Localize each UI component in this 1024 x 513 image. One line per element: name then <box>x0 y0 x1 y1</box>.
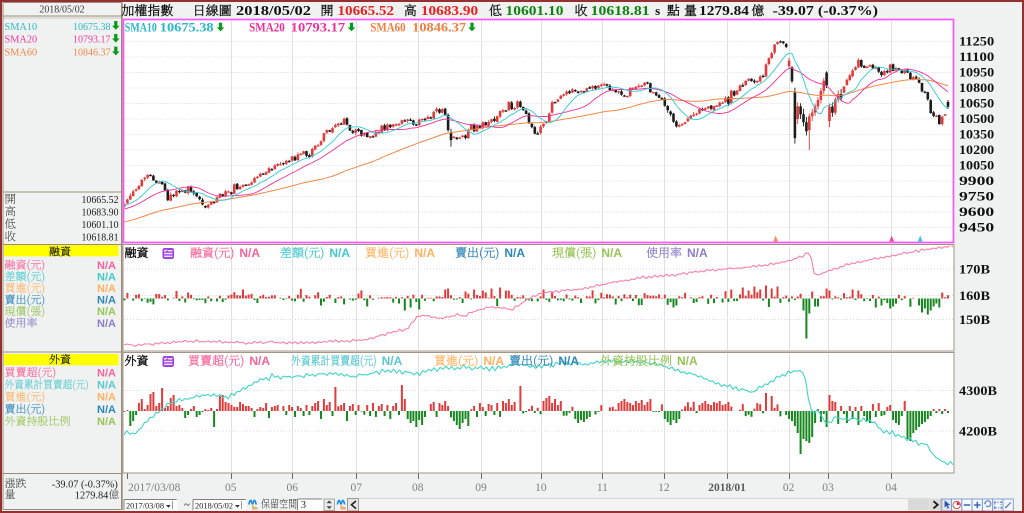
svg-text:SMA20: SMA20 <box>5 34 38 46</box>
svg-text:N/A: N/A <box>97 367 116 379</box>
svg-text:N/A: N/A <box>97 260 116 272</box>
svg-text:N/A: N/A <box>687 246 708 260</box>
svg-text:10846.37: 10846.37 <box>412 20 466 34</box>
svg-text:N/A: N/A <box>97 404 116 416</box>
svg-text:N/A: N/A <box>97 306 116 318</box>
svg-text:3: 3 <box>301 500 306 511</box>
svg-text:2018/05/02: 2018/05/02 <box>195 500 233 510</box>
svg-text:N/A: N/A <box>329 246 350 260</box>
svg-text:10601.10: 10601.10 <box>506 3 564 18</box>
svg-text:N/A: N/A <box>97 380 116 392</box>
svg-text:11250: 11250 <box>959 34 994 49</box>
svg-text:10665.52: 10665.52 <box>338 3 395 18</box>
svg-text:10500: 10500 <box>959 111 994 126</box>
svg-text:07: 07 <box>351 482 363 494</box>
svg-text:10618.81: 10618.81 <box>591 3 650 18</box>
svg-text:1279.84: 1279.84 <box>699 3 749 18</box>
svg-text:10050: 10050 <box>959 158 994 173</box>
svg-text:11: 11 <box>597 482 608 494</box>
svg-text:10200: 10200 <box>959 142 994 157</box>
svg-text:170B: 170B <box>959 262 990 277</box>
svg-text:SMA20: SMA20 <box>249 20 285 34</box>
svg-text:2018/05/02: 2018/05/02 <box>39 4 84 16</box>
svg-text:12: 12 <box>658 482 670 494</box>
svg-text:~: ~ <box>184 499 190 511</box>
svg-text:N/A: N/A <box>239 246 260 260</box>
svg-text:N/A: N/A <box>558 354 579 368</box>
svg-text:N/A: N/A <box>97 271 116 283</box>
svg-text:10793.17: 10793.17 <box>73 34 111 46</box>
svg-text:10675.38: 10675.38 <box>73 21 111 33</box>
svg-text:08: 08 <box>412 482 424 494</box>
svg-text:160B: 160B <box>959 288 990 303</box>
svg-text:11100: 11100 <box>959 49 994 64</box>
svg-text:02: 02 <box>783 482 795 494</box>
svg-text:9450: 9450 <box>959 220 994 235</box>
svg-text:s: s <box>655 3 660 18</box>
svg-text:10601.10: 10601.10 <box>82 219 119 231</box>
svg-text:SMA10: SMA10 <box>5 21 38 33</box>
svg-text:SMA10: SMA10 <box>125 20 157 34</box>
svg-text:N/A: N/A <box>249 354 270 368</box>
svg-text:10800: 10800 <box>959 80 994 95</box>
svg-text:2018/01: 2018/01 <box>708 482 746 494</box>
svg-text:10618.81: 10618.81 <box>82 232 119 244</box>
svg-text:N/A: N/A <box>97 295 116 307</box>
svg-text:10350: 10350 <box>959 127 994 142</box>
svg-text:150B: 150B <box>959 312 990 327</box>
svg-text:2017/03/08: 2017/03/08 <box>128 482 181 494</box>
svg-text:N/A: N/A <box>97 416 116 428</box>
svg-text:N/A: N/A <box>97 318 116 330</box>
svg-text:-39.07 (-0.37%): -39.07 (-0.37%) <box>52 478 118 490</box>
svg-text:04: 04 <box>885 482 897 494</box>
svg-text:1279.84: 1279.84 <box>75 489 109 501</box>
svg-text:SMA60: SMA60 <box>370 20 406 34</box>
svg-text:9900: 9900 <box>959 173 994 188</box>
svg-text:N/A: N/A <box>601 246 622 260</box>
svg-text:SMA60: SMA60 <box>5 46 38 58</box>
svg-text:10665.52: 10665.52 <box>82 194 119 206</box>
svg-text:10683.90: 10683.90 <box>82 207 119 219</box>
svg-text:09: 09 <box>475 482 487 494</box>
svg-text:-39.07 (-0.37%): -39.07 (-0.37%) <box>773 3 879 18</box>
svg-text:10675.38: 10675.38 <box>160 20 214 34</box>
svg-text:9750: 9750 <box>959 189 994 204</box>
svg-text:10950: 10950 <box>959 65 994 80</box>
svg-text:10793.17: 10793.17 <box>291 20 346 34</box>
svg-text:N/A: N/A <box>677 354 698 368</box>
svg-text:06: 06 <box>287 482 299 494</box>
svg-text:10650: 10650 <box>959 96 994 111</box>
svg-text:4300B: 4300B <box>959 383 997 398</box>
svg-text:2017/03/08: 2017/03/08 <box>126 500 165 510</box>
svg-text:N/A: N/A <box>382 354 403 368</box>
svg-text:10846.37: 10846.37 <box>73 46 111 58</box>
svg-text:03: 03 <box>822 482 834 494</box>
svg-text:N/A: N/A <box>97 283 116 295</box>
svg-text:N/A: N/A <box>97 392 116 404</box>
svg-text:4200B: 4200B <box>959 424 997 439</box>
svg-text:N/A: N/A <box>414 246 435 260</box>
svg-text:2018/05/02: 2018/05/02 <box>236 3 311 18</box>
svg-text:9600: 9600 <box>959 204 994 219</box>
svg-text:05: 05 <box>225 482 237 494</box>
svg-text:10: 10 <box>535 482 547 494</box>
svg-text:N/A: N/A <box>504 246 525 260</box>
svg-text:N/A: N/A <box>483 354 504 368</box>
svg-text:10683.90: 10683.90 <box>421 3 478 18</box>
